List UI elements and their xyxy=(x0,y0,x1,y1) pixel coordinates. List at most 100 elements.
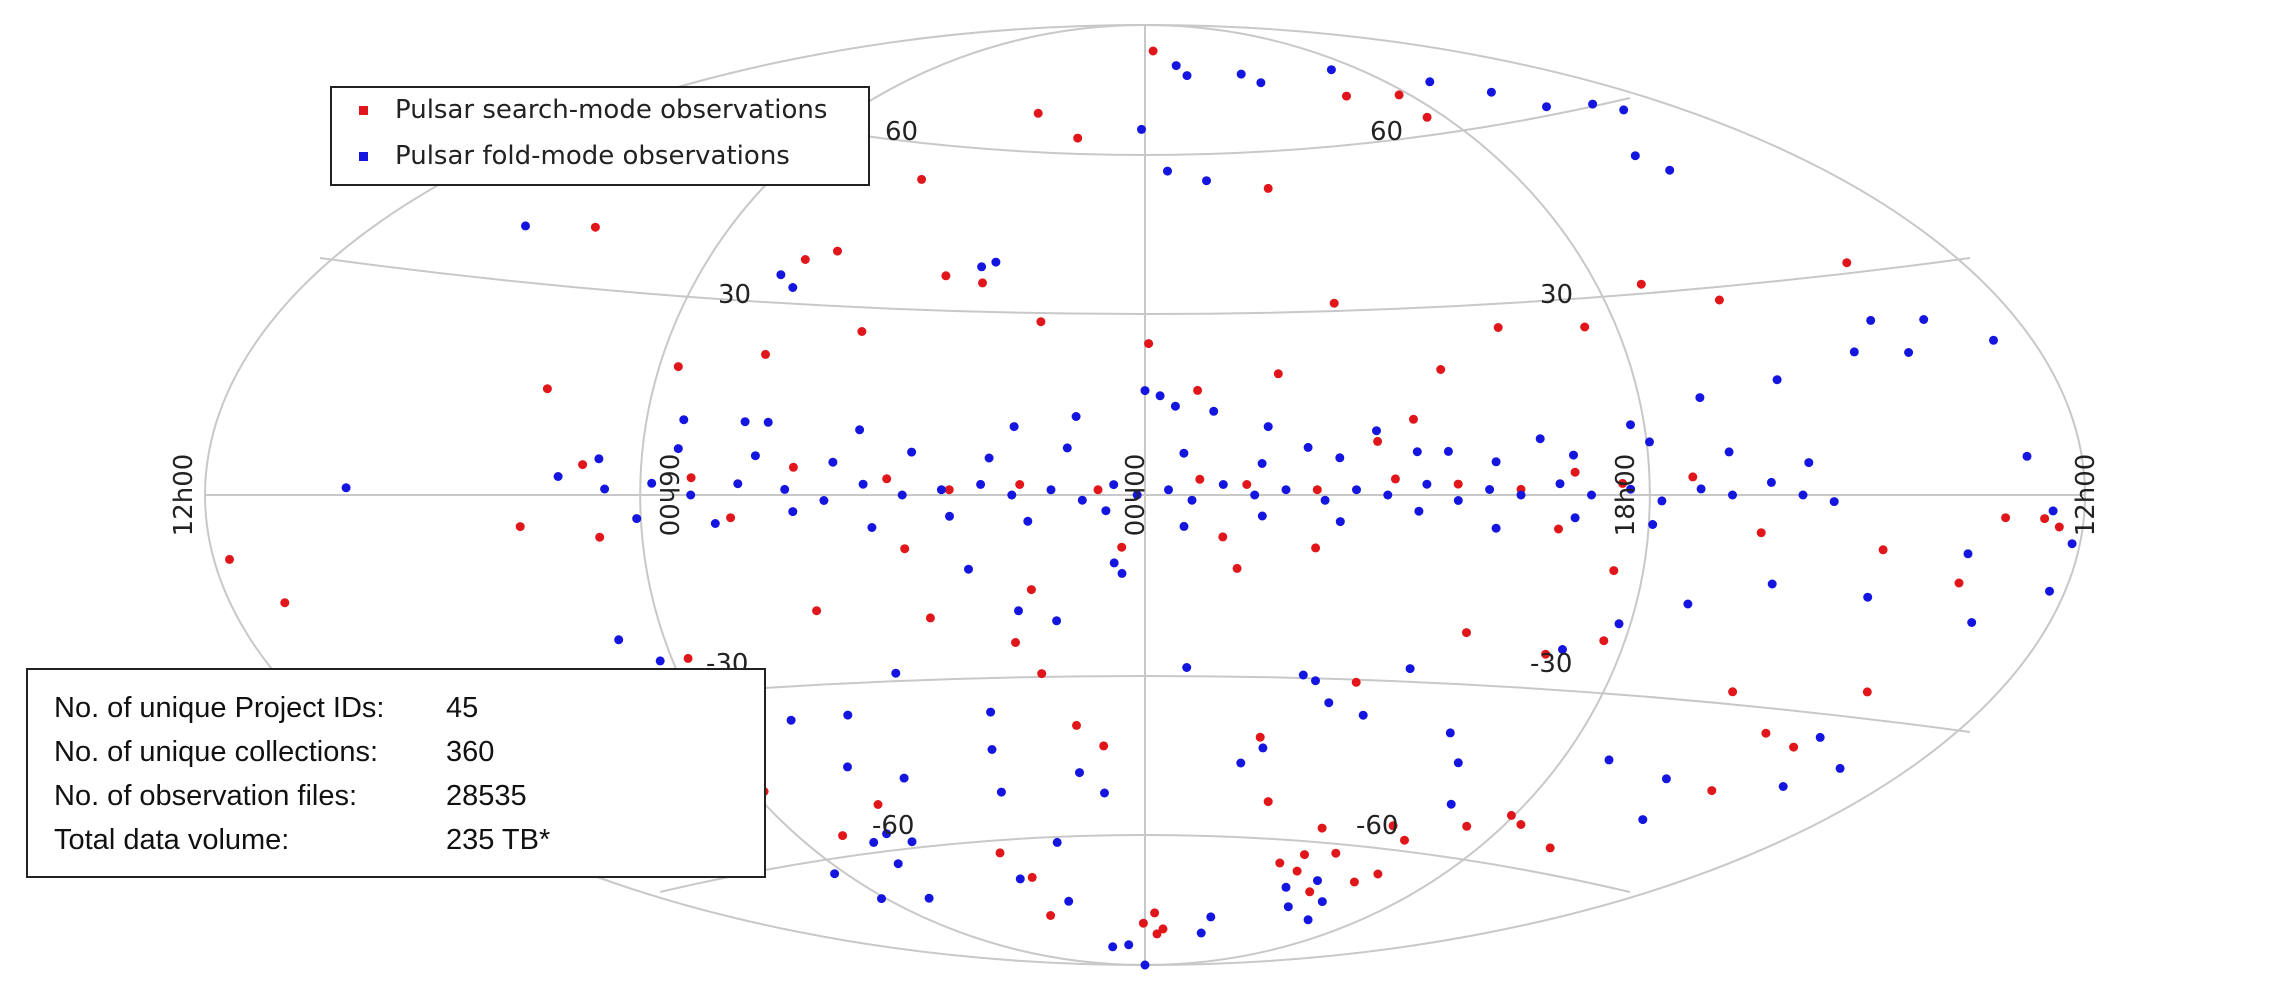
fold-point xyxy=(1182,71,1192,81)
search-point xyxy=(1349,877,1359,887)
fold-point xyxy=(1963,549,1973,559)
fold-point xyxy=(882,829,892,839)
legend: Pulsar search-mode observations Pulsar f… xyxy=(330,86,870,186)
fold-point xyxy=(1569,450,1578,460)
fold-point xyxy=(341,483,351,493)
ra-label-00h: 00h00 xyxy=(1118,454,1148,537)
fold-point xyxy=(1281,485,1291,495)
fold-point xyxy=(1071,412,1081,421)
search-point xyxy=(1789,742,1799,752)
legend-label-fold: Pulsar fold-mode observations xyxy=(395,141,790,171)
fold-point xyxy=(1007,490,1017,500)
fold-point xyxy=(1453,758,1463,768)
fold-point xyxy=(763,417,773,427)
fold-point xyxy=(1257,511,1267,521)
fold-point xyxy=(1256,78,1266,88)
fold-point xyxy=(1117,568,1127,578)
fold-point xyxy=(1250,490,1260,500)
fold-point xyxy=(1206,912,1216,922)
search-point xyxy=(1409,414,1418,424)
search-point xyxy=(1300,850,1309,860)
lat-label-m60-right: -60 xyxy=(1356,811,1398,841)
fold-point xyxy=(1179,521,1189,531)
search-point xyxy=(833,246,842,256)
fold-point xyxy=(600,484,610,494)
search-point xyxy=(857,327,867,336)
fold-point xyxy=(1728,490,1737,500)
fold-point xyxy=(984,453,994,463)
fold-point xyxy=(1638,815,1648,825)
search-point xyxy=(1636,279,1646,289)
fold-point xyxy=(1313,876,1322,886)
fold-point xyxy=(1772,375,1782,385)
fold-point xyxy=(1140,386,1150,396)
search-point xyxy=(944,485,954,495)
fold-point xyxy=(1866,315,1876,325)
search-point xyxy=(1138,918,1148,928)
fold-point xyxy=(976,479,986,489)
fold-point xyxy=(1516,490,1526,500)
fold-point xyxy=(1326,65,1336,75)
stat-row-project-ids: No. of unique Project IDs: 45 xyxy=(54,688,478,728)
fold-point xyxy=(1849,347,1859,357)
fold-point xyxy=(1317,897,1327,907)
fold-point xyxy=(869,837,879,847)
fold-point xyxy=(740,417,750,427)
fold-point xyxy=(1967,618,1977,627)
legend-item-search: Pulsar search-mode observations xyxy=(332,90,827,130)
fold-point xyxy=(1535,434,1545,444)
fold-point xyxy=(1236,69,1246,79)
search-point xyxy=(683,653,693,663)
search-point xyxy=(941,271,951,281)
fold-point xyxy=(1009,422,1019,432)
fold-point xyxy=(1218,480,1228,489)
ra-label-left-edge: 12h00 xyxy=(169,454,199,537)
legend-marker-search xyxy=(359,105,368,115)
search-point xyxy=(1516,820,1526,829)
search-point xyxy=(1331,848,1341,858)
fold-point xyxy=(1485,485,1495,494)
search-point xyxy=(1027,872,1037,882)
search-point xyxy=(578,460,588,470)
search-point xyxy=(673,362,683,372)
fold-point xyxy=(1904,348,1914,357)
fold-point xyxy=(1695,393,1705,403)
search-point xyxy=(1072,720,1081,730)
search-point xyxy=(1311,543,1321,553)
lat-label-60-left: 60 xyxy=(885,117,918,147)
fold-point xyxy=(1835,763,1845,773)
fold-point xyxy=(733,479,743,489)
stat-row-collections: No. of unique collections: 360 xyxy=(54,732,494,772)
stat-value-collections: 360 xyxy=(446,736,495,768)
search-point xyxy=(1545,843,1555,853)
search-point xyxy=(1728,687,1738,697)
fold-point xyxy=(1263,422,1273,432)
search-point xyxy=(1373,436,1383,446)
search-point xyxy=(1400,835,1409,845)
fold-point xyxy=(1075,768,1084,778)
fold-point xyxy=(1863,592,1873,602)
search-point xyxy=(1609,566,1619,576)
fold-point xyxy=(1015,874,1025,884)
search-point xyxy=(1599,636,1609,646)
fold-point xyxy=(1320,495,1330,505)
fold-point xyxy=(1132,490,1142,500)
search-point xyxy=(1026,585,1036,595)
fold-point xyxy=(1446,799,1456,809)
fold-point xyxy=(1542,102,1551,112)
fold-point xyxy=(1443,446,1453,456)
fold-point xyxy=(843,710,853,720)
fold-point xyxy=(819,496,829,505)
search-point xyxy=(1144,339,1154,349)
fold-point xyxy=(1064,896,1074,906)
search-point xyxy=(1541,649,1551,659)
lat-label-60-right: 60 xyxy=(1370,117,1403,147)
fold-point xyxy=(1281,882,1291,892)
fold-point xyxy=(1170,401,1180,411)
search-point xyxy=(1761,728,1771,738)
search-point xyxy=(2054,522,2064,532)
search-point xyxy=(2001,513,2011,523)
search-point xyxy=(1618,478,1628,488)
fold-point xyxy=(1555,479,1565,489)
